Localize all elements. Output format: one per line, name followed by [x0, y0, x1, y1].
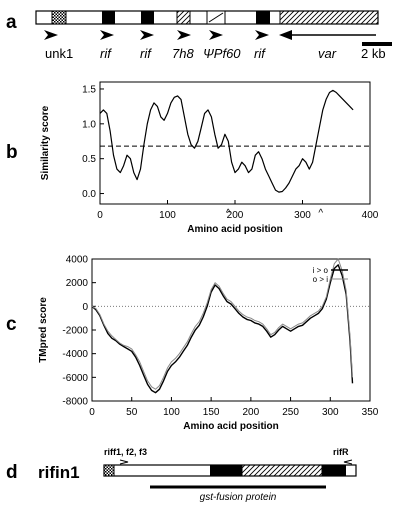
panel-label-d: d: [6, 462, 18, 483]
exon-rif-2: [141, 11, 154, 24]
arrow-unk1: [44, 30, 58, 40]
gst-fusion-label: gst-fusion protein: [200, 492, 277, 503]
gene-label-7h8: 7h8: [172, 46, 194, 61]
gene-label-pf60: ΨPf60: [203, 46, 241, 61]
y-tick-label: 1.0: [82, 119, 96, 130]
gene-arrows: [44, 30, 376, 40]
y-tick-label: 0.5: [82, 154, 96, 165]
x-tick-label: 50: [126, 407, 138, 418]
scale-bar-label: 2 kb: [361, 46, 386, 61]
y-tick-label: 1.5: [82, 84, 96, 95]
gene-label-rif-3: rif: [254, 46, 266, 61]
plot-frame: [99, 81, 371, 205]
rifin1-signal-region: [103, 464, 115, 477]
arrow-rif-1: [100, 30, 114, 40]
primer-forward-arrow: [119, 459, 129, 465]
y-tick-label: -2000: [62, 326, 88, 337]
series-line-1: [91, 264, 354, 394]
x-tick-label: 150: [203, 407, 220, 418]
y-axis-label: TMpred score: [38, 297, 49, 363]
primer-reverse-label: rifR: [333, 447, 349, 457]
legend-label: o > i: [313, 275, 329, 284]
gene-label-rif-1: rif: [100, 46, 112, 61]
y-tick-label: -8000: [62, 397, 88, 408]
series-line-1: [99, 89, 354, 193]
rifin1-black-region-2: [322, 465, 346, 476]
y-tick-label: 2000: [66, 278, 89, 289]
x-tick-label: 0: [97, 210, 103, 221]
panel-c: c 0 50 100 150 200 250 300 350 -8000 -6000 -4000 -2…: [6, 255, 379, 433]
gene-label-unk1: unk1: [45, 46, 73, 61]
x-tick-label: 200: [243, 407, 260, 418]
x-tick-label: 300: [322, 407, 339, 418]
y-tick-label: -4000: [62, 349, 88, 360]
arrow-var-head: [279, 30, 292, 40]
primer-forward-label: riff1, f2, f3: [104, 447, 147, 457]
y-tick-label: 0: [82, 302, 88, 313]
x-tick-label: 350: [362, 407, 379, 418]
tmpred-plot: 0 50 100 150 200 250 300 350 -8000 -6000 -4000 -200…: [38, 255, 379, 433]
y-tick-label: 4000: [66, 255, 89, 266]
x-axis-label: Amino acid position: [187, 224, 283, 235]
gene-label-rif-2: rif: [140, 46, 152, 61]
x-tick-label: 400: [362, 210, 379, 221]
x-tick-label: 0: [89, 407, 95, 418]
primer-reverse-arrow: [343, 459, 353, 465]
exon-pf60-slash: [208, 12, 224, 23]
x-tick-label: 100: [163, 407, 180, 418]
x-tick-label: 250: [282, 407, 299, 418]
arrow-rif-2: [140, 30, 154, 40]
arrow-rif-3: [255, 30, 269, 40]
x-tick-label: 200: [227, 210, 244, 221]
panel-a: a unk1 rif rif 7h8 ΨPf60 rif var: [6, 10, 392, 61]
panel-label-c: c: [6, 314, 17, 335]
rifin1-black-region-1: [210, 465, 242, 476]
plot-frame: [91, 258, 371, 402]
series-line-2: [91, 258, 353, 390]
panel-label-a: a: [6, 12, 17, 33]
position-marker: ^: [318, 208, 323, 219]
y-tick-label: -6000: [62, 373, 88, 384]
arrow-7h8: [177, 30, 191, 40]
panel-label-b: b: [6, 142, 18, 163]
panel-b: b 0 100 200 300 400 0.0 0.5 1.0 1.5 Amino acid po…: [6, 81, 379, 235]
gene-label-var: var: [318, 46, 337, 61]
legend-label: i > o: [313, 266, 329, 275]
exon-rif-3: [256, 11, 270, 24]
exon-7h8: [176, 10, 191, 25]
position-marker: ^: [226, 208, 231, 219]
y-axis-label: Similarity score: [40, 105, 51, 180]
exon-var: [279, 10, 379, 25]
x-tick-label: 300: [294, 210, 311, 221]
rifin1-title: rifin1: [38, 463, 80, 482]
genomic-map: [35, 10, 379, 25]
x-tick-label: 100: [159, 210, 176, 221]
x-axis-label: Amino acid position: [183, 421, 279, 432]
rifin1-gene-map: [103, 464, 357, 477]
exon-unk1: [51, 10, 67, 25]
exon-rif-1: [102, 11, 115, 24]
y-tick-label: 0.0: [82, 189, 96, 200]
panel-d: d rifin1 riff1, f2, f3 rifR gst-fusion p…: [6, 447, 357, 503]
rifin1-hatched-region: [241, 464, 323, 477]
similarity-plot: 0 100 200 300 400 0.0 0.5 1.0 1.5 Amino acid posi…: [40, 81, 379, 235]
arrow-pf60: [209, 30, 223, 40]
